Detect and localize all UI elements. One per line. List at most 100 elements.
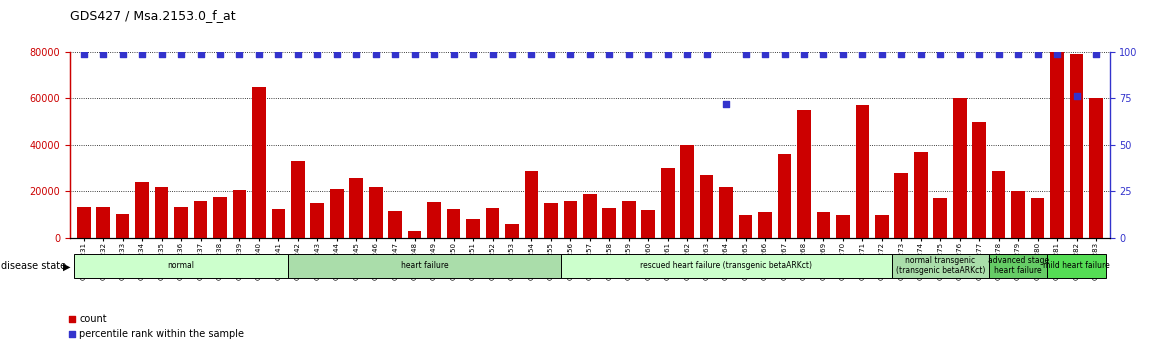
Bar — [311, 203, 324, 238]
Bar — [875, 215, 889, 238]
Point — [951, 51, 969, 56]
Bar — [288, 254, 561, 278]
Point — [814, 51, 833, 56]
Bar — [1048, 254, 1106, 278]
Point — [172, 51, 190, 56]
Bar — [96, 207, 110, 238]
Point — [405, 51, 424, 56]
Point — [969, 51, 988, 56]
Point — [542, 51, 561, 56]
Point — [230, 51, 249, 56]
Bar — [329, 189, 343, 238]
Bar — [661, 168, 674, 238]
Point — [250, 51, 269, 56]
Bar — [1089, 98, 1103, 238]
Bar — [563, 201, 577, 238]
Bar — [758, 213, 772, 238]
Bar — [446, 209, 460, 238]
Bar — [388, 211, 402, 238]
Text: mild heart failure: mild heart failure — [1043, 261, 1110, 270]
Point — [776, 51, 794, 56]
Bar — [213, 197, 227, 238]
Text: heart failure: heart failure — [401, 261, 449, 270]
Bar — [232, 190, 246, 238]
Bar — [583, 194, 597, 238]
Bar — [797, 110, 811, 238]
Bar — [895, 173, 908, 238]
Text: count: count — [79, 314, 107, 324]
Bar — [891, 254, 989, 278]
Point — [639, 51, 658, 56]
Bar — [1030, 198, 1044, 238]
Bar — [291, 161, 305, 238]
Text: rescued heart failure (transgenic betaARKct): rescued heart failure (transgenic betaAR… — [640, 261, 812, 270]
Bar — [621, 201, 635, 238]
Point — [502, 51, 521, 56]
Bar — [524, 170, 538, 238]
Point — [63, 331, 82, 337]
Point — [659, 51, 677, 56]
Point — [210, 51, 229, 56]
Point — [464, 51, 482, 56]
Point — [269, 51, 287, 56]
Bar — [505, 224, 519, 238]
Point — [63, 316, 82, 322]
Point — [697, 51, 716, 56]
Text: normal transgenic
(transgenic betaARKct): normal transgenic (transgenic betaARKct) — [896, 256, 985, 275]
Point — [385, 51, 404, 56]
Point — [75, 51, 93, 56]
Bar — [77, 207, 90, 238]
Bar — [680, 145, 694, 238]
Bar — [486, 208, 499, 238]
Bar — [544, 203, 557, 238]
Text: advanced stage
heart failure: advanced stage heart failure — [988, 256, 1049, 275]
Text: normal: normal — [167, 261, 195, 270]
Bar — [1011, 191, 1026, 238]
Bar — [252, 87, 265, 238]
Point — [1009, 51, 1028, 56]
Bar — [933, 198, 947, 238]
Point — [892, 51, 911, 56]
Point — [308, 51, 327, 56]
Point — [931, 51, 950, 56]
Point — [327, 51, 346, 56]
Bar — [74, 254, 288, 278]
Point — [522, 51, 541, 56]
Point — [580, 51, 599, 56]
Bar — [194, 201, 208, 238]
Point — [347, 51, 366, 56]
Point — [834, 51, 853, 56]
Bar — [700, 175, 714, 238]
Bar — [408, 231, 422, 238]
Point — [794, 51, 813, 56]
Bar — [836, 215, 849, 238]
Point — [425, 51, 444, 56]
Bar — [135, 182, 148, 238]
Bar — [466, 219, 480, 238]
Bar — [719, 187, 734, 238]
Point — [717, 101, 736, 107]
Text: GDS427 / Msa.2153.0_f_at: GDS427 / Msa.2153.0_f_at — [70, 9, 236, 22]
Bar — [427, 202, 440, 238]
Bar — [174, 207, 188, 238]
Point — [736, 51, 755, 56]
Bar — [992, 170, 1006, 238]
Bar — [972, 121, 986, 238]
Bar — [116, 214, 130, 238]
Bar — [369, 187, 382, 238]
Bar — [913, 152, 927, 238]
Bar — [154, 187, 168, 238]
Bar — [855, 105, 869, 238]
Bar — [641, 210, 655, 238]
Point — [444, 51, 463, 56]
Bar — [349, 177, 363, 238]
Point — [484, 51, 502, 56]
Point — [677, 51, 696, 56]
Point — [619, 51, 638, 56]
Bar — [816, 213, 830, 238]
Bar — [778, 154, 791, 238]
Bar — [603, 208, 617, 238]
Point — [872, 51, 891, 56]
Point — [1028, 51, 1047, 56]
Bar — [271, 209, 285, 238]
